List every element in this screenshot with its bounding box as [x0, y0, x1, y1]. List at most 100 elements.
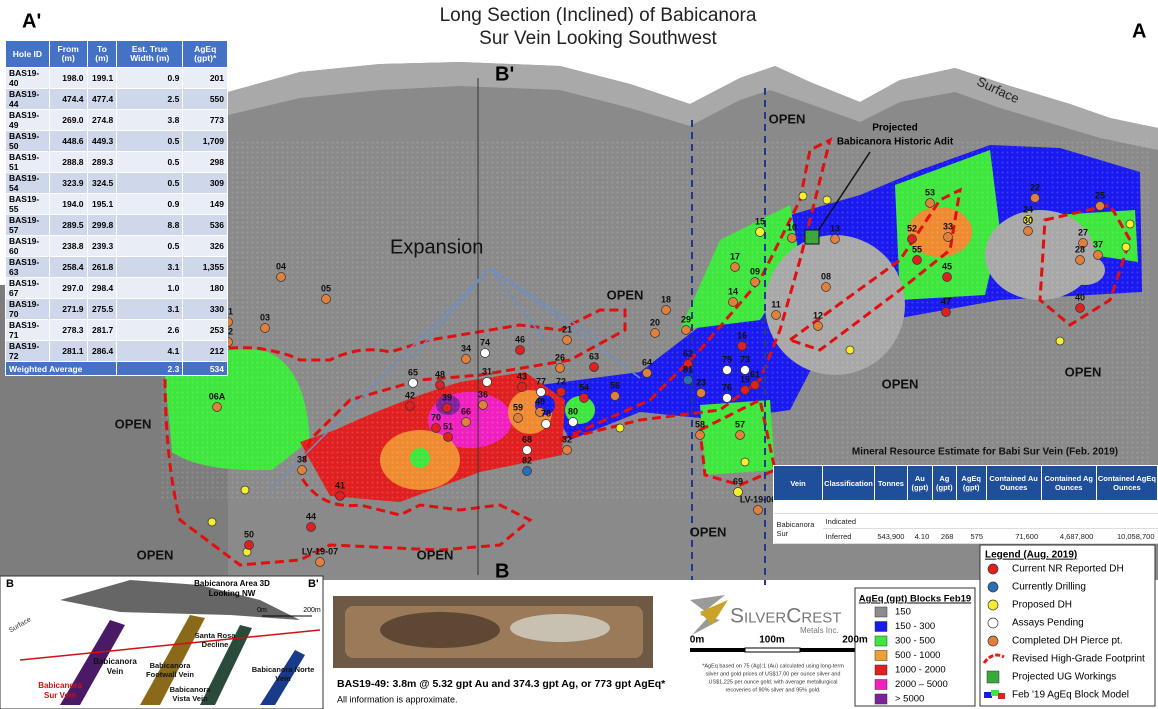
drill-hole	[562, 335, 572, 345]
core-photo	[333, 596, 653, 668]
drill-hole	[1095, 201, 1105, 211]
table-cell	[986, 513, 1042, 529]
drill-hole	[942, 272, 952, 282]
drill-hole	[610, 391, 620, 401]
table-cell: 289.5	[48, 214, 88, 236]
hole-label: 79	[722, 354, 732, 364]
hole-label: 70	[431, 412, 441, 422]
hole-label: 41	[335, 480, 345, 490]
table-cell: BAS19-54	[5, 172, 50, 194]
table-cell: 536	[182, 214, 228, 236]
drill-hole	[821, 282, 831, 292]
table-cell: 2.5	[116, 88, 184, 110]
drill-hole	[212, 402, 222, 412]
inset-3d	[0, 575, 324, 709]
table-cell: BAS19-63	[5, 256, 50, 278]
table-cell: Babicanora Sur	[773, 513, 823, 544]
hole-label: 46	[515, 334, 525, 344]
table-cell: 1.0	[116, 277, 184, 299]
table-cell: 575	[956, 528, 987, 544]
column-header: Contained Ag Ounces	[1040, 465, 1097, 501]
table-cell: 212	[182, 340, 228, 362]
hole-label: 30	[1023, 215, 1033, 225]
hole-label: 50	[244, 529, 254, 539]
table-cell: 0.5	[116, 172, 184, 194]
drill-hole	[740, 385, 750, 395]
table-cell: 309	[182, 172, 228, 194]
hole-label: 16	[737, 330, 747, 340]
inset-label: Sur Vein	[44, 691, 76, 700]
drill-hole	[461, 354, 471, 364]
expansion-arrows	[269, 267, 641, 491]
table-row: BAS19-70 271.9 275.5 3.1 330	[5, 298, 228, 320]
table-cell: Weighted Average	[4, 361, 118, 376]
table-cell: 253	[182, 319, 228, 341]
legend-swatch	[874, 635, 888, 647]
drill-table: Hole ID From (m) To (m) Est. True Width (m)…	[4, 40, 228, 376]
table-row: BAS19-57 289.5 299.8 8.8 536	[5, 214, 228, 236]
hole-label: 06A	[209, 391, 226, 401]
legend-swatch	[874, 621, 888, 632]
legend-label: 2000 – 5000	[895, 679, 948, 690]
legend-swatch	[874, 679, 888, 690]
table-cell: BAS19-60	[5, 235, 50, 257]
hole-label: 02	[223, 326, 233, 336]
legend-label: 300 - 500	[895, 636, 935, 647]
legend-box	[979, 544, 1156, 707]
drill-hole	[442, 403, 452, 413]
hole-label: 44	[306, 511, 316, 521]
hole-label: 51	[443, 421, 453, 431]
inset-label: Babicanora	[93, 657, 137, 666]
drill-hole	[728, 297, 738, 307]
hole-label: 56	[610, 380, 620, 390]
legend-dot	[987, 617, 999, 629]
hole-label: 14	[728, 286, 738, 296]
table-cell: 194.0	[48, 193, 88, 215]
hole-label: 63	[589, 351, 599, 361]
hole-label: 32	[562, 434, 572, 444]
legend-icon	[998, 693, 1005, 699]
column-header: From (m)	[48, 40, 88, 68]
footprint-outlines	[163, 137, 1132, 567]
legend-swatch	[874, 606, 888, 618]
drill-hole	[443, 432, 453, 442]
table-cell: 201	[182, 67, 228, 89]
drill-hole	[276, 272, 286, 282]
hole-label: 65	[408, 367, 418, 377]
drill-hole	[244, 540, 254, 550]
table-cell: 298.4	[86, 277, 118, 299]
legend-title: Legend (Aug. 2019)	[985, 550, 1077, 561]
table-cell: 298	[182, 151, 228, 173]
hole-label: 64	[642, 357, 652, 367]
hole-label: 19	[740, 374, 750, 384]
table-row: BAS19-71 278.3 281.7 2.6 253	[5, 319, 228, 341]
table-cell: 0.5	[116, 151, 184, 173]
table-cell: 198.0	[48, 67, 88, 89]
table-cell: 1,355	[182, 256, 228, 278]
table-row: BAS19-40 198.0 199.1 0.9 201	[5, 67, 228, 89]
drill-hole	[730, 262, 740, 272]
scale-label: 100m	[759, 635, 785, 646]
drill-hole	[260, 323, 270, 333]
table-cell: 275.5	[86, 298, 118, 320]
hole-label: 82	[522, 455, 532, 465]
hole-label: 52	[907, 223, 917, 233]
section-lines	[477, 78, 766, 585]
column-header: Au (gpt)	[906, 465, 933, 501]
hole-label: 37	[1093, 239, 1103, 249]
table-cell: 534	[182, 361, 228, 376]
legend-label: 150	[895, 607, 911, 618]
table-row: BAS19-72 281.1 286.4 4.1 212	[5, 340, 228, 362]
hole-label: LV-19-06	[740, 494, 776, 504]
hole-label: 05	[321, 283, 331, 293]
table-cell: 71,600	[986, 528, 1042, 544]
footnote: *AgEq based on 75 (Ag):1 (Au) calculated…	[702, 663, 844, 669]
drill-hole	[541, 419, 551, 429]
drill-hole	[536, 387, 546, 397]
hole-label: 54	[579, 382, 589, 392]
drill-hole	[405, 401, 415, 411]
hole-label: 81	[683, 364, 693, 374]
hole-label: 17	[730, 251, 740, 261]
table-cell: BAS19-71	[5, 319, 50, 341]
